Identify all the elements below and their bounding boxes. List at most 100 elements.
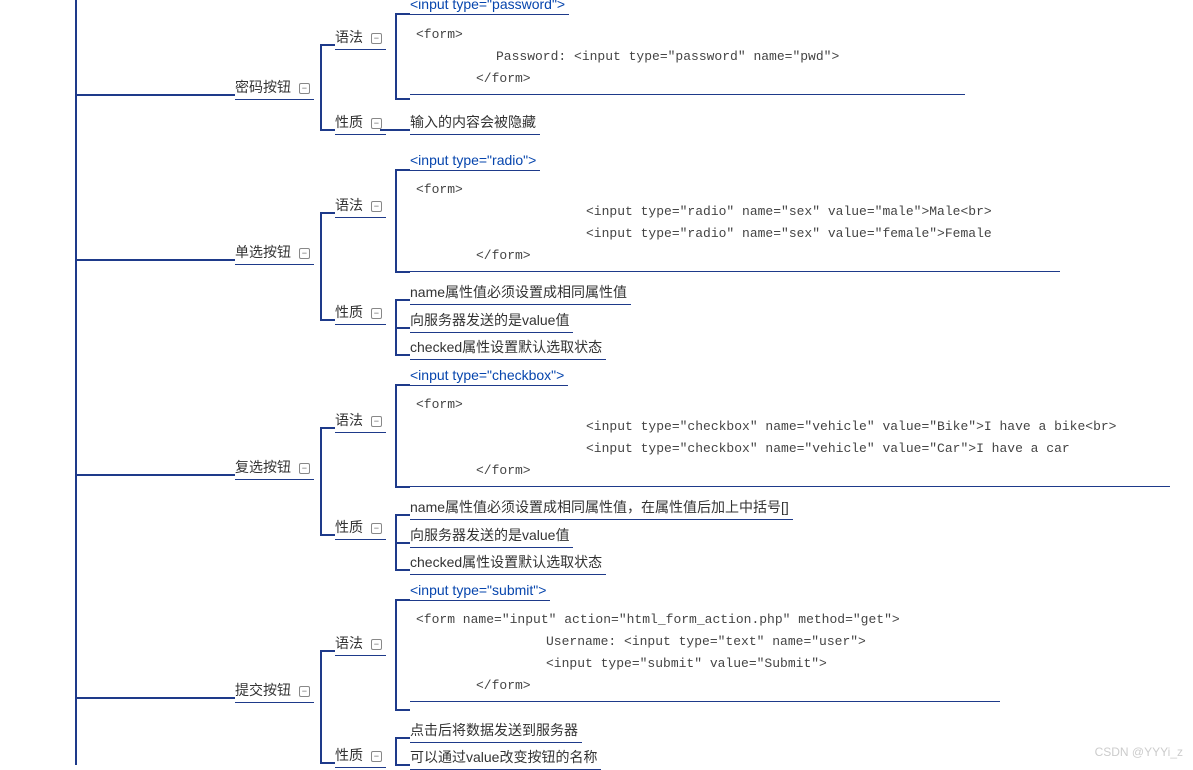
code-line: <input type="radio" name="sex" value="fe… — [416, 223, 1054, 245]
collapse-icon[interactable]: − — [371, 308, 382, 319]
code-line: <form> — [416, 182, 463, 197]
sub-props[interactable]: 性质 − — [335, 515, 386, 540]
connector — [75, 697, 235, 699]
code-line: <form> — [416, 27, 463, 42]
section-label: 密码按钮 — [235, 79, 291, 95]
connector — [395, 354, 410, 356]
code-line: <form> — [416, 397, 463, 412]
collapse-icon[interactable]: − — [299, 463, 310, 474]
collapse-icon[interactable]: − — [299, 686, 310, 697]
connector — [395, 599, 397, 709]
prop-item: checked属性设置默认选取状态 — [410, 550, 606, 575]
connector — [320, 44, 322, 129]
sub-props[interactable]: 性质 − — [335, 743, 386, 768]
prop-item: checked属性设置默认选取状态 — [410, 335, 606, 360]
collapse-icon[interactable]: − — [371, 751, 382, 762]
code-line: </form> — [416, 463, 531, 478]
connector — [395, 98, 410, 100]
connector — [395, 169, 397, 271]
watermark: CSDN @YYYi_z — [1095, 745, 1183, 759]
connector — [320, 427, 322, 534]
collapse-icon[interactable]: − — [299, 83, 310, 94]
code-block: <form name="input" action="html_form_act… — [410, 605, 1000, 702]
collapse-icon[interactable]: − — [299, 248, 310, 259]
collapse-icon[interactable]: − — [371, 639, 382, 650]
code-block: <form> <input type="checkbox" name="vehi… — [410, 390, 1170, 487]
sub-props[interactable]: 性质 − — [335, 300, 386, 325]
code-line: <input type="radio" name="sex" value="ma… — [416, 201, 1054, 223]
connector — [395, 327, 410, 329]
connector — [395, 709, 410, 711]
connector — [320, 534, 335, 536]
collapse-icon[interactable]: − — [371, 416, 382, 427]
sub-syntax[interactable]: 语法 − — [335, 631, 386, 656]
sub-syntax[interactable]: 语法 − — [335, 193, 386, 218]
section-checkbox[interactable]: 复选按钮 − — [235, 455, 314, 480]
sub-label: 性质 — [335, 304, 363, 320]
code-block: <form> Password: <input type="password" … — [410, 20, 965, 95]
connector — [320, 650, 322, 762]
connector — [395, 737, 397, 765]
sub-label: 性质 — [335, 747, 363, 763]
prop-item: name属性值必须设置成相同属性值 — [410, 280, 631, 305]
connector — [395, 599, 410, 601]
syntax-header: <input type="radio"> — [410, 150, 540, 171]
connector — [395, 486, 410, 488]
connector — [320, 212, 322, 319]
sub-label: 性质 — [335, 519, 363, 535]
connector — [320, 212, 335, 214]
code-line: <form name="input" action="html_form_act… — [416, 612, 900, 627]
connector — [395, 384, 410, 386]
connector — [395, 13, 397, 98]
section-submit[interactable]: 提交按钮 − — [235, 678, 314, 703]
section-password[interactable]: 密码按钮 − — [235, 75, 314, 100]
connector — [75, 474, 235, 476]
code-line: </form> — [416, 71, 531, 86]
prop-item: 输入的内容会被隐藏 — [410, 110, 540, 135]
prop-item: 可以通过value改变按钮的名称 — [410, 745, 601, 770]
code-line: <input type="checkbox" name="vehicle" va… — [416, 416, 1164, 438]
prop-item: 向服务器发送的是value值 — [410, 523, 573, 548]
root-line — [75, 0, 77, 765]
prop-item: name属性值必须设置成相同属性值，在属性值后加上中括号[] — [410, 495, 793, 520]
prop-item: 向服务器发送的是value值 — [410, 308, 573, 333]
sub-label: 性质 — [335, 114, 363, 130]
connector — [395, 542, 410, 544]
connector — [320, 129, 335, 131]
syntax-header: <input type="checkbox"> — [410, 365, 568, 386]
sub-label: 语法 — [335, 635, 363, 651]
code-line: <input type="submit" value="Submit"> — [416, 653, 994, 675]
section-label: 复选按钮 — [235, 459, 291, 475]
code-line: </form> — [416, 678, 531, 693]
connector — [320, 650, 335, 652]
sub-label: 语法 — [335, 29, 363, 45]
code-line: Password: <input type="password" name="p… — [416, 46, 959, 68]
section-label: 单选按钮 — [235, 244, 291, 260]
connector — [395, 384, 397, 486]
syntax-header: <input type="password"> — [410, 0, 569, 15]
code-line: <input type="checkbox" name="vehicle" va… — [416, 438, 1164, 460]
sub-props[interactable]: 性质 − — [335, 110, 386, 135]
connector — [395, 271, 410, 273]
connector — [395, 169, 410, 171]
sub-syntax[interactable]: 语法 − — [335, 408, 386, 433]
connector — [320, 319, 335, 321]
connector — [320, 44, 335, 46]
sub-label: 语法 — [335, 197, 363, 213]
connector — [395, 299, 410, 301]
collapse-icon[interactable]: − — [371, 118, 382, 129]
code-line: Username: <input type="text" name="user"… — [416, 631, 994, 653]
section-radio[interactable]: 单选按钮 − — [235, 240, 314, 265]
sub-label: 语法 — [335, 412, 363, 428]
collapse-icon[interactable]: − — [371, 201, 382, 212]
collapse-icon[interactable]: − — [371, 33, 382, 44]
connector — [395, 737, 410, 739]
connector — [380, 129, 410, 131]
connector — [395, 13, 410, 15]
collapse-icon[interactable]: − — [371, 523, 382, 534]
code-block: <form> <input type="radio" name="sex" va… — [410, 175, 1060, 272]
connector — [395, 514, 410, 516]
prop-item: 点击后将数据发送到服务器 — [410, 718, 582, 743]
connector — [75, 94, 235, 96]
sub-syntax[interactable]: 语法 − — [335, 25, 386, 50]
